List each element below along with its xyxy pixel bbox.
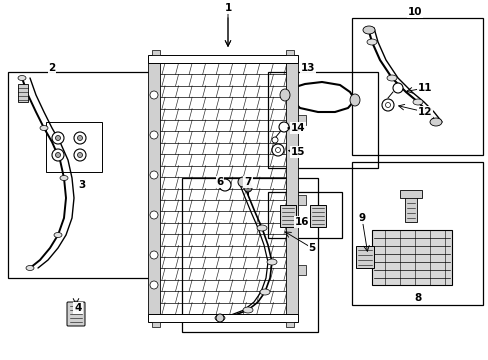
Circle shape: [52, 132, 64, 144]
Ellipse shape: [280, 89, 289, 101]
Text: 3: 3: [78, 180, 85, 190]
Ellipse shape: [430, 119, 440, 125]
Circle shape: [55, 135, 61, 140]
Ellipse shape: [366, 39, 376, 45]
Ellipse shape: [362, 26, 374, 34]
Text: 4: 4: [74, 303, 81, 313]
Bar: [267, 72, 377, 168]
Bar: [152, 50, 160, 55]
Bar: [18, 84, 28, 102]
Bar: [285, 322, 293, 327]
Bar: [148, 63, 160, 314]
Ellipse shape: [412, 99, 422, 105]
Circle shape: [150, 281, 158, 289]
Bar: [182, 178, 317, 332]
Ellipse shape: [26, 266, 34, 270]
Bar: [371, 230, 451, 285]
Ellipse shape: [215, 315, 224, 321]
Text: 8: 8: [413, 293, 421, 303]
Circle shape: [74, 132, 86, 144]
Ellipse shape: [260, 289, 269, 295]
Ellipse shape: [266, 259, 276, 265]
Circle shape: [150, 171, 158, 179]
Ellipse shape: [60, 176, 68, 180]
Bar: [351, 18, 482, 155]
Bar: [297, 115, 305, 125]
Text: 10: 10: [407, 7, 421, 17]
Bar: [355, 246, 373, 268]
Text: 16: 16: [294, 217, 308, 227]
Circle shape: [238, 177, 247, 187]
Text: 15: 15: [290, 147, 305, 157]
Circle shape: [271, 137, 278, 143]
Bar: [152, 322, 160, 327]
Text: 5: 5: [308, 243, 315, 253]
Text: 11: 11: [417, 83, 431, 93]
Ellipse shape: [349, 94, 359, 106]
Text: 1: 1: [224, 3, 231, 13]
Ellipse shape: [54, 233, 62, 238]
Ellipse shape: [40, 126, 48, 131]
Bar: [404, 194, 416, 222]
FancyBboxPatch shape: [67, 302, 85, 326]
Circle shape: [74, 149, 86, 161]
Bar: [46, 122, 102, 172]
Circle shape: [275, 148, 280, 153]
Circle shape: [150, 91, 158, 99]
Bar: [280, 205, 295, 227]
Text: 6: 6: [216, 177, 223, 187]
Bar: [148, 55, 297, 63]
Bar: [297, 265, 305, 275]
Bar: [267, 192, 341, 238]
Bar: [351, 162, 482, 305]
Ellipse shape: [386, 75, 396, 81]
Text: 14: 14: [290, 123, 305, 133]
Text: 12: 12: [417, 107, 431, 117]
Circle shape: [244, 184, 251, 192]
Circle shape: [279, 122, 288, 132]
Ellipse shape: [429, 118, 441, 126]
Circle shape: [216, 314, 224, 322]
Circle shape: [271, 144, 284, 156]
Text: 1: 1: [224, 3, 231, 13]
Circle shape: [150, 251, 158, 259]
Circle shape: [52, 149, 64, 161]
Bar: [8, 72, 155, 278]
Text: 9: 9: [358, 213, 365, 223]
Bar: [285, 63, 297, 314]
Text: 2: 2: [48, 63, 56, 73]
Circle shape: [150, 211, 158, 219]
Circle shape: [219, 179, 230, 191]
Bar: [285, 50, 293, 55]
Circle shape: [385, 103, 390, 108]
Circle shape: [55, 153, 61, 158]
Bar: [297, 195, 305, 205]
Ellipse shape: [18, 76, 26, 81]
Circle shape: [381, 99, 393, 111]
Circle shape: [392, 83, 402, 93]
Circle shape: [77, 153, 82, 158]
Bar: [309, 205, 325, 227]
Text: 13: 13: [300, 63, 315, 73]
Circle shape: [150, 131, 158, 139]
Ellipse shape: [243, 307, 252, 313]
Text: 7: 7: [244, 177, 251, 187]
Bar: [148, 314, 297, 322]
Bar: [399, 190, 421, 198]
Ellipse shape: [257, 225, 266, 231]
Circle shape: [77, 135, 82, 140]
